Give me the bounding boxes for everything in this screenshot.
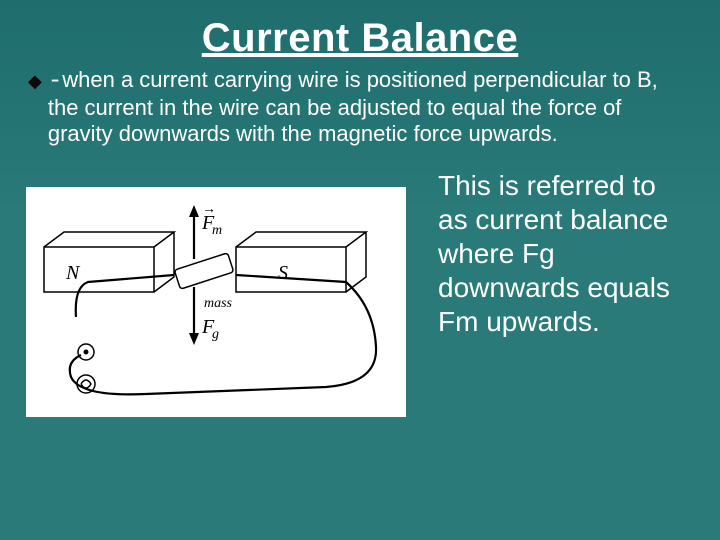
magnet-n-label: N — [65, 262, 81, 284]
mass-label: mass — [204, 296, 233, 311]
magnet-n: N — [44, 232, 174, 292]
lower-row: N S mass — [28, 169, 692, 417]
source-marker-icon — [77, 375, 95, 393]
svg-text:g: g — [212, 327, 219, 342]
dash: - — [48, 68, 62, 95]
slide-title: Current Balance — [28, 16, 692, 61]
body-paragraph: ◆ -when a current carrying wire is posit… — [28, 67, 692, 147]
slide: Current Balance ◆ -when a current carryi… — [0, 0, 720, 540]
svg-text:→: → — [202, 202, 216, 217]
fm-arrow: F m → — [189, 202, 222, 259]
mass-bar: mass — [174, 253, 233, 311]
diagram: N S mass — [26, 187, 406, 417]
wire-loop — [70, 275, 376, 394]
body-text-content: when a current carrying wire is position… — [48, 67, 658, 146]
svg-text:m: m — [212, 223, 222, 238]
current-marker-icon — [78, 344, 94, 360]
body-text: -when a current carrying wire is positio… — [48, 67, 692, 147]
right-text: This is referred to as current balance w… — [406, 169, 692, 417]
magnet-s-label: S — [278, 262, 288, 284]
bullet-icon: ◆ — [28, 67, 42, 95]
diagram-svg: N S mass — [26, 187, 406, 417]
